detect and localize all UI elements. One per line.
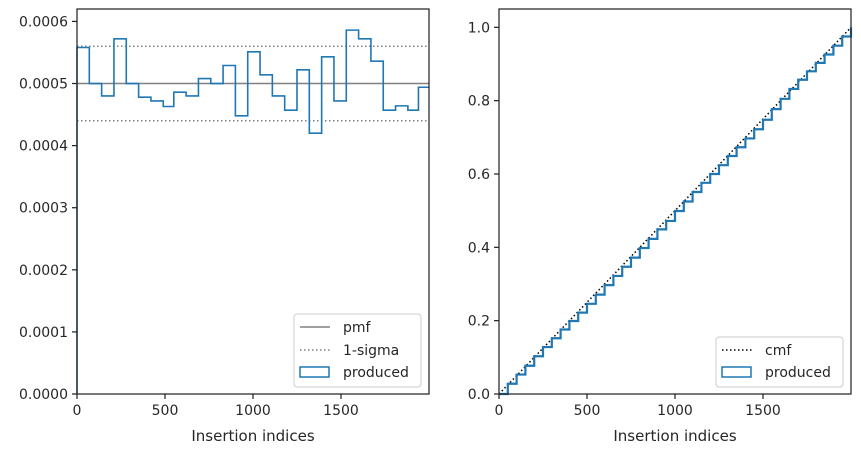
- left-y-tick-label: 0.0003: [19, 201, 68, 217]
- left-legend-box: [293, 313, 422, 388]
- left-y-tick-label: 0.0002: [19, 263, 68, 279]
- legend-cmf-label: cmf: [765, 343, 792, 359]
- left-x-tick-label: 1500: [323, 403, 359, 419]
- right-y-tick-label: 0.4: [468, 240, 490, 256]
- left-x-tick-label: 0: [73, 403, 82, 419]
- right-series-produced: [499, 27, 853, 396]
- right-chart-marks: [498, 26, 853, 396]
- left-series-produced: [76, 29, 429, 394]
- right-x-tick-label: 500: [574, 403, 601, 419]
- left-chart-panel: 0 500 1000 1500 0.0000 0.0001 0.0002 0.0003 0.00…: [19, 8, 430, 445]
- legend-produced-label: produced: [343, 365, 409, 381]
- legend-produced-swatch: [721, 366, 752, 378]
- right-y-tick-label: 0.8: [468, 94, 490, 110]
- right-series-cmf: [498, 26, 852, 395]
- left-axis-ticks: 0 500 1000 1500 0.0000 0.0001 0.0002 0.0003 0.00…: [19, 14, 359, 419]
- left-x-axis-label: Insertion indices: [191, 427, 314, 445]
- right-x-tick-label: 0: [495, 403, 504, 419]
- right-legend-box: [715, 336, 844, 388]
- left-y-tick-label: 0.0005: [19, 77, 68, 93]
- right-y-tick-label: 0.6: [468, 167, 490, 183]
- right-x-axis-label: Insertion indices: [613, 427, 736, 445]
- left-y-tick-label: 0.0006: [19, 14, 68, 30]
- right-x-tick-label: 1500: [745, 403, 781, 419]
- right-legend: cmf produced: [715, 336, 844, 388]
- left-y-tick-label: 0.0004: [19, 139, 68, 155]
- legend-produced-label: produced: [765, 365, 831, 381]
- right-y-tick-label: 0.0: [468, 387, 490, 403]
- legend-1-sigma-label: 1-sigma: [343, 343, 399, 359]
- right-chart-panel: 0 500 1000 1500 0.0 0.2 0.4 0.6 0.8 1.0 Insertion…: [468, 8, 853, 445]
- legend-produced-swatch: [299, 366, 330, 378]
- left-x-tick-label: 500: [152, 403, 179, 419]
- left-x-tick-label: 1000: [235, 403, 271, 419]
- legend-pmf-label: pmf: [343, 320, 372, 336]
- right-y-tick-label: 1.0: [468, 20, 490, 36]
- left-y-tick-label: 0.0001: [19, 325, 68, 341]
- left-legend: pmf 1-sigma produced: [293, 313, 422, 388]
- right-y-tick-label: 0.2: [468, 314, 490, 330]
- left-y-tick-label: 0.0000: [19, 387, 68, 403]
- right-axis-ticks: 0 500 1000 1500 0.0 0.2 0.4 0.6 0.8 1.0: [468, 20, 781, 419]
- right-x-tick-label: 1000: [657, 403, 693, 419]
- left-chart-marks: [76, 29, 429, 394]
